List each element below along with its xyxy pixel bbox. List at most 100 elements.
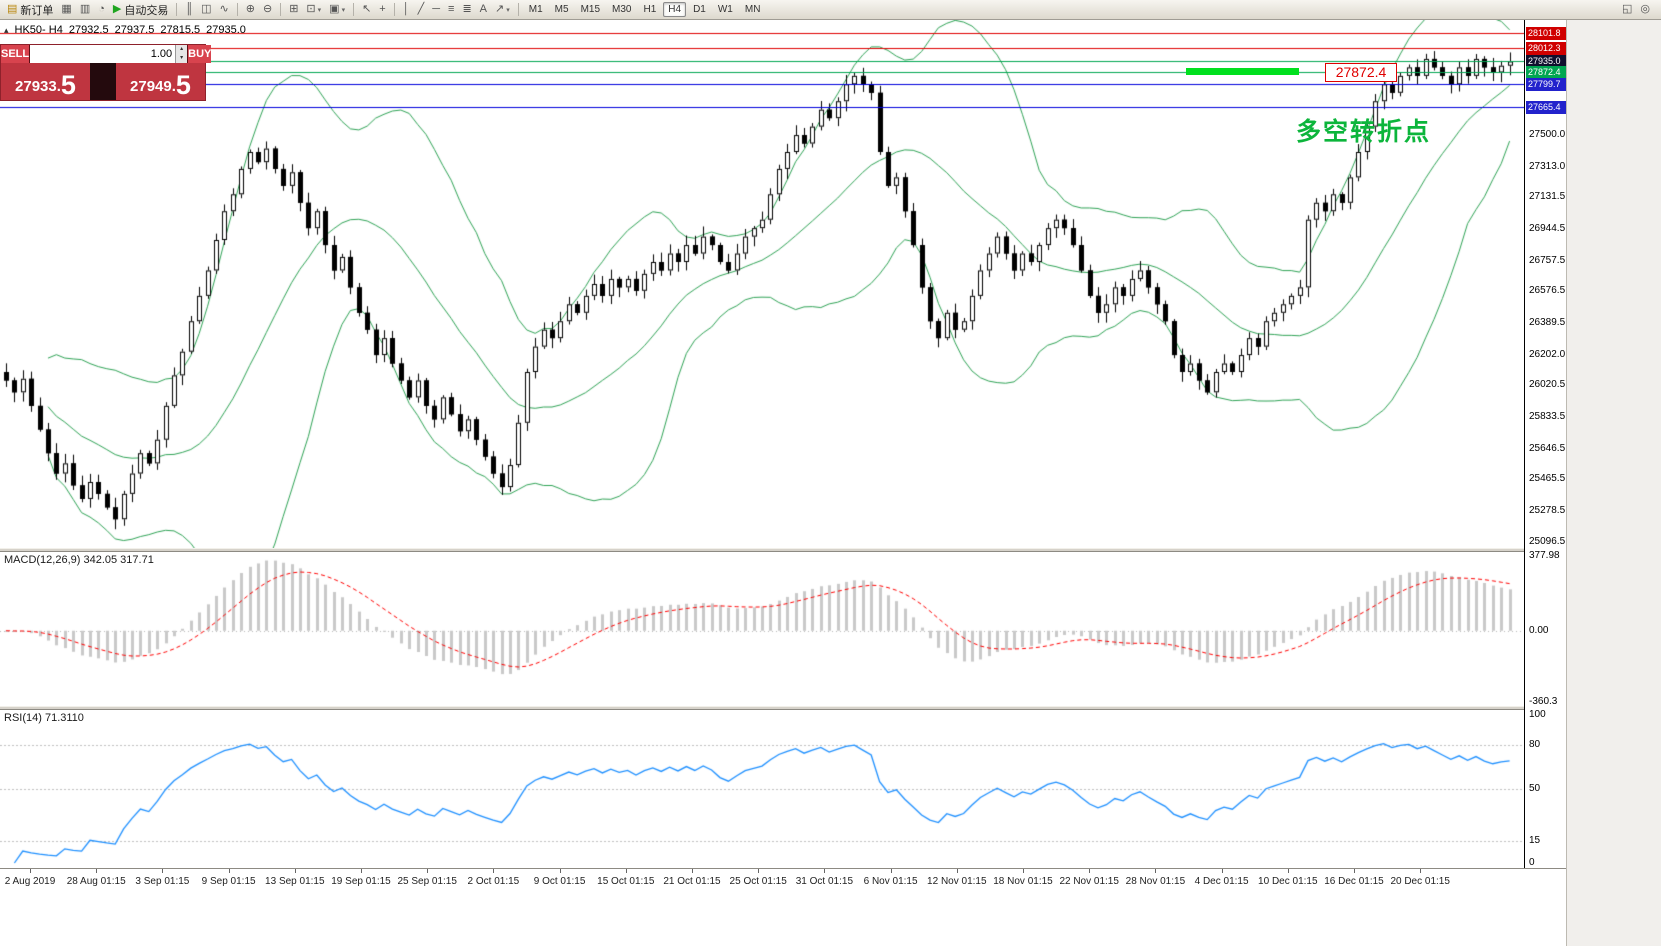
search-icon: ◎ [1640, 3, 1650, 15]
time-tick-mark [1354, 869, 1355, 873]
time-tick-mark [162, 869, 164, 873]
horizontal-line-icon[interactable]: ─ [429, 1, 443, 18]
fibonacci-icon[interactable]: ≣ [459, 1, 474, 18]
zoom-out-icon[interactable]: ⊖ [260, 1, 275, 18]
time-tick-label: 4 Dec 01:15 [1194, 876, 1249, 887]
sell-price-big-digit: 5 [60, 70, 76, 101]
alerts-icon: ◔ [98, 3, 105, 15]
chevron-down-icon[interactable]: ▾ [506, 6, 510, 14]
rsi-label: RSI(14) 71.3110 [4, 712, 84, 724]
chevron-down-icon[interactable]: ▾ [317, 6, 322, 14]
toolbar-separator [176, 3, 178, 16]
timeframe-h4[interactable]: H4 [663, 2, 687, 17]
macd-label: MACD(12,26,9) 342.05 317.71 [4, 554, 154, 566]
candlestick-chart-icon[interactable]: ◫ [198, 1, 214, 18]
alerts-icon[interactable]: ◔ [95, 1, 108, 18]
text-label-icon[interactable]: A [477, 1, 490, 18]
new-chart-icon[interactable]: ⊡ ▾ [303, 1, 324, 18]
price-tick: 26944.5 [1529, 223, 1566, 235]
spinner-down-icon[interactable]: ▾ [180, 55, 184, 61]
line-chart-icon[interactable]: ∿ [217, 1, 232, 18]
main-chart-pane: ▴ HK50- H4 27932.5 27937.5 27815.5 27935.0 SE… [0, 20, 1524, 548]
spinner-up-icon[interactable]: ▴ [180, 46, 184, 52]
sell-button[interactable]: SELL [1, 45, 30, 63]
price-tick: 25646.5 [1529, 442, 1566, 454]
tile-windows-icon: ⊞ [289, 3, 299, 15]
price-tick: 26020.5 [1529, 379, 1566, 391]
timeframe-m1[interactable]: M1 [528, 4, 543, 15]
crosshair-icon[interactable]: + [376, 1, 388, 18]
trendline-icon: ╱ [417, 3, 425, 15]
time-tick-label: 16 Dec 01:15 [1324, 876, 1384, 887]
time-tick-label: 3 Sep 01:15 [135, 876, 190, 887]
timeframe-m15[interactable]: M15 [580, 4, 601, 15]
time-tick-label: 9 Sep 01:15 [201, 876, 256, 887]
volume-spinner: ▴ ▾ [175, 45, 188, 63]
time-axis[interactable]: 2 Aug 2019 28 Aug 01:15 3 Sep 01:15 9 Sep 0… [0, 868, 1566, 895]
print-icon[interactable]: ▥ [77, 1, 93, 18]
macd-canvas[interactable] [0, 552, 1524, 706]
price-tick: 25278.5 [1529, 505, 1566, 517]
sell-price[interactable]: 27933. 5 [1, 63, 90, 100]
search-icon[interactable]: ◎ [1637, 1, 1653, 18]
equidistant-channel-icon[interactable]: ≡ [445, 1, 457, 18]
charts-grid-icon[interactable]: ▦ [58, 1, 74, 18]
turning-point-annotation[interactable]: 多空转折点 [1296, 118, 1432, 146]
arrows-icon: ↗ [495, 3, 505, 15]
time-tick-label: 18 Nov 01:15 [993, 876, 1053, 887]
time-tick-mark [1023, 869, 1024, 873]
sell-price-main: 27933. [15, 78, 61, 95]
price-tick: 27500.0 [1529, 129, 1566, 141]
new-order-button[interactable]: ▤ 新订单 [4, 1, 56, 18]
autotrading-button[interactable]: ▶ 自动交易 [110, 1, 171, 18]
price-tag-label[interactable]: 27872.4 [1325, 63, 1397, 83]
trendline-icon[interactable]: ╱ [415, 1, 428, 18]
price-tick: 27313.0 [1529, 160, 1566, 172]
price-chart-canvas[interactable] [0, 20, 1524, 548]
time-tick-label: 10 Dec 01:15 [1258, 876, 1318, 887]
bar-chart-icon[interactable]: ║ [182, 1, 196, 18]
time-tick-mark [228, 869, 230, 873]
line-chart-icon: ∿ [219, 3, 229, 15]
pane-separator[interactable] [0, 548, 1566, 552]
profiles-icon[interactable]: ▣ ▾ [326, 1, 348, 18]
tile-windows-icon[interactable]: ⊞ [286, 1, 301, 18]
turning-point-highlight-bar[interactable] [1186, 67, 1299, 75]
zoom-in-icon[interactable]: ⊕ [243, 1, 258, 18]
chart-shift-icon[interactable]: ◱ [1619, 1, 1635, 18]
timeframe-h1[interactable]: H1 [643, 4, 657, 15]
buy-price-main: 27949. [130, 78, 176, 95]
timeframe-d1[interactable]: D1 [693, 4, 706, 15]
buy-button[interactable]: BUY [188, 45, 212, 63]
rsi-tick: 0 [1529, 857, 1535, 868]
zoom-out-icon: ⊖ [262, 3, 273, 15]
time-tick-mark [96, 869, 98, 873]
timeframe-m30[interactable]: M30 [612, 4, 632, 15]
time-tick-mark [824, 869, 826, 873]
timeframe-mn[interactable]: MN [744, 4, 761, 15]
toolbar-separator [353, 3, 355, 16]
timeframe-w1[interactable]: W1 [717, 4, 733, 15]
text-label-icon: A [479, 3, 488, 15]
ohlc-high: 27937.5 [114, 24, 155, 36]
bar-chart-icon: ║ [185, 3, 194, 15]
rsi-tick: 100 [1529, 709, 1546, 720]
price-axis[interactable]: 27500.0 27313.0 27131.5 26944.5 26757.5 26576… [1524, 20, 1566, 868]
chevron-down-icon[interactable]: ▾ [341, 6, 346, 14]
new-chart-icon: ⊡ [306, 3, 316, 15]
cursor-icon[interactable]: ↖ [359, 1, 374, 18]
volume-input[interactable] [30, 46, 176, 62]
time-tick-label: 28 Nov 01:15 [1125, 876, 1186, 887]
rsi-canvas[interactable] [0, 710, 1524, 868]
pane-separator[interactable] [0, 706, 1566, 710]
price-tick: 26757.5 [1529, 254, 1566, 266]
macd-pane: MACD(12,26,9) 342.05 317.71 [0, 552, 1524, 706]
price-level-badge: 28101.8 [1526, 27, 1566, 41]
timeframe-m5[interactable]: M5 [554, 4, 569, 15]
time-tick-mark [493, 869, 495, 873]
time-tick-mark [427, 869, 429, 873]
time-tick-label: 28 Aug 01:15 [66, 876, 126, 887]
vertical-line-icon[interactable]: │ [400, 1, 413, 18]
buy-price[interactable]: 27949. 5 [116, 63, 205, 100]
arrows-icon[interactable]: ↗ ▾ [492, 1, 513, 18]
